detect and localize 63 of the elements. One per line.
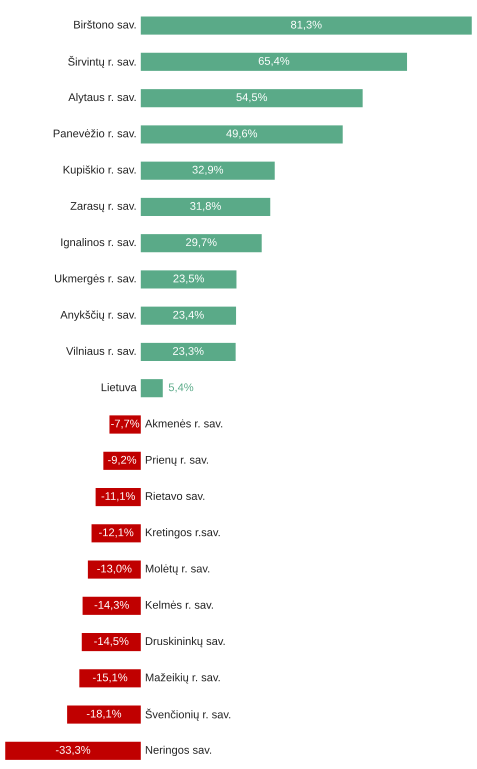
data-label: -33,3% [56, 746, 90, 756]
data-label: 5,4% [168, 383, 194, 393]
y-tick-label: Lietuva [102, 383, 137, 392]
y-tick-label: Neringos sav. [146, 746, 212, 756]
data-label: 81,3% [291, 20, 322, 30]
y-tick-label: Akmenės r. sav. [144, 419, 222, 428]
y-tick-label: Zarasų r. sav. [70, 202, 136, 212]
y-tick-label: Vilniaus r. sav. [66, 346, 136, 355]
y-tick-label: Alytaus r. sav. [68, 92, 136, 104]
data-label: -11,1% [102, 492, 135, 502]
bar [5, 742, 141, 760]
y-tick-label: Panevėžio r. sav. [54, 129, 136, 138]
bar [140, 234, 262, 252]
bar [140, 342, 236, 362]
bar [140, 162, 275, 180]
data-label: 29,7% [186, 238, 217, 248]
y-tick-label: Ignalinos r. sav. [61, 238, 136, 248]
bar [79, 669, 141, 688]
data-label: 31,8% [190, 202, 221, 212]
data-label: -13,0% [97, 564, 132, 574]
y-tick-label: Kretingos r.sav. [146, 528, 220, 538]
data-label: 54,5% [236, 93, 268, 102]
data-label: -14,3% [94, 600, 129, 610]
y-tick-label: Prienų r. sav. [146, 456, 208, 466]
y-tick-label: Druskininkų sav. [146, 636, 225, 648]
bar [140, 270, 236, 289]
data-label: -14,5% [94, 637, 128, 646]
y-tick-label: Anykščių r. sav. [60, 310, 136, 321]
y-tick-label: Kupiškio r. sav. [64, 165, 136, 176]
data-label: -15,1% [92, 674, 128, 683]
data-label: -12,1% [99, 528, 134, 538]
data-label: 23,3% [173, 347, 204, 356]
bar [67, 706, 141, 724]
data-label: 23,4% [173, 310, 204, 320]
bar [140, 306, 236, 325]
bar [140, 125, 343, 144]
bar [82, 633, 141, 652]
bar [140, 89, 363, 108]
data-label: 65,4% [258, 56, 290, 66]
data-label: -9,2% [108, 456, 136, 466]
bar [109, 415, 141, 434]
bar [140, 52, 408, 71]
bar [140, 198, 270, 216]
bar [140, 16, 472, 35]
bar [92, 524, 141, 542]
data-label: 32,9% [192, 166, 224, 175]
y-tick-label: Birštono sav. [74, 20, 136, 29]
y-tick-label: Mažeikių r. sav. [146, 673, 220, 684]
bar [88, 560, 141, 579]
bar [96, 488, 141, 506]
data-label: -18,1% [86, 710, 122, 719]
data-label: -7,7% [111, 420, 140, 429]
bar [82, 596, 141, 615]
bar [103, 452, 141, 470]
y-tick-label: Molėtų r. sav. [146, 564, 210, 575]
y-tick-label: Ukmergės r. sav. [54, 274, 136, 285]
bar [140, 379, 163, 398]
y-tick-label: Švenčionių r. sav. [145, 708, 230, 721]
y-tick-label: Rietavo sav. [146, 492, 204, 500]
y-tick-label: Kelmės r. sav. [146, 600, 213, 609]
y-tick-label: Širvintų r. sav. [68, 56, 136, 68]
data-label: 49,6% [226, 130, 258, 139]
data-label: 23,5% [173, 274, 204, 284]
